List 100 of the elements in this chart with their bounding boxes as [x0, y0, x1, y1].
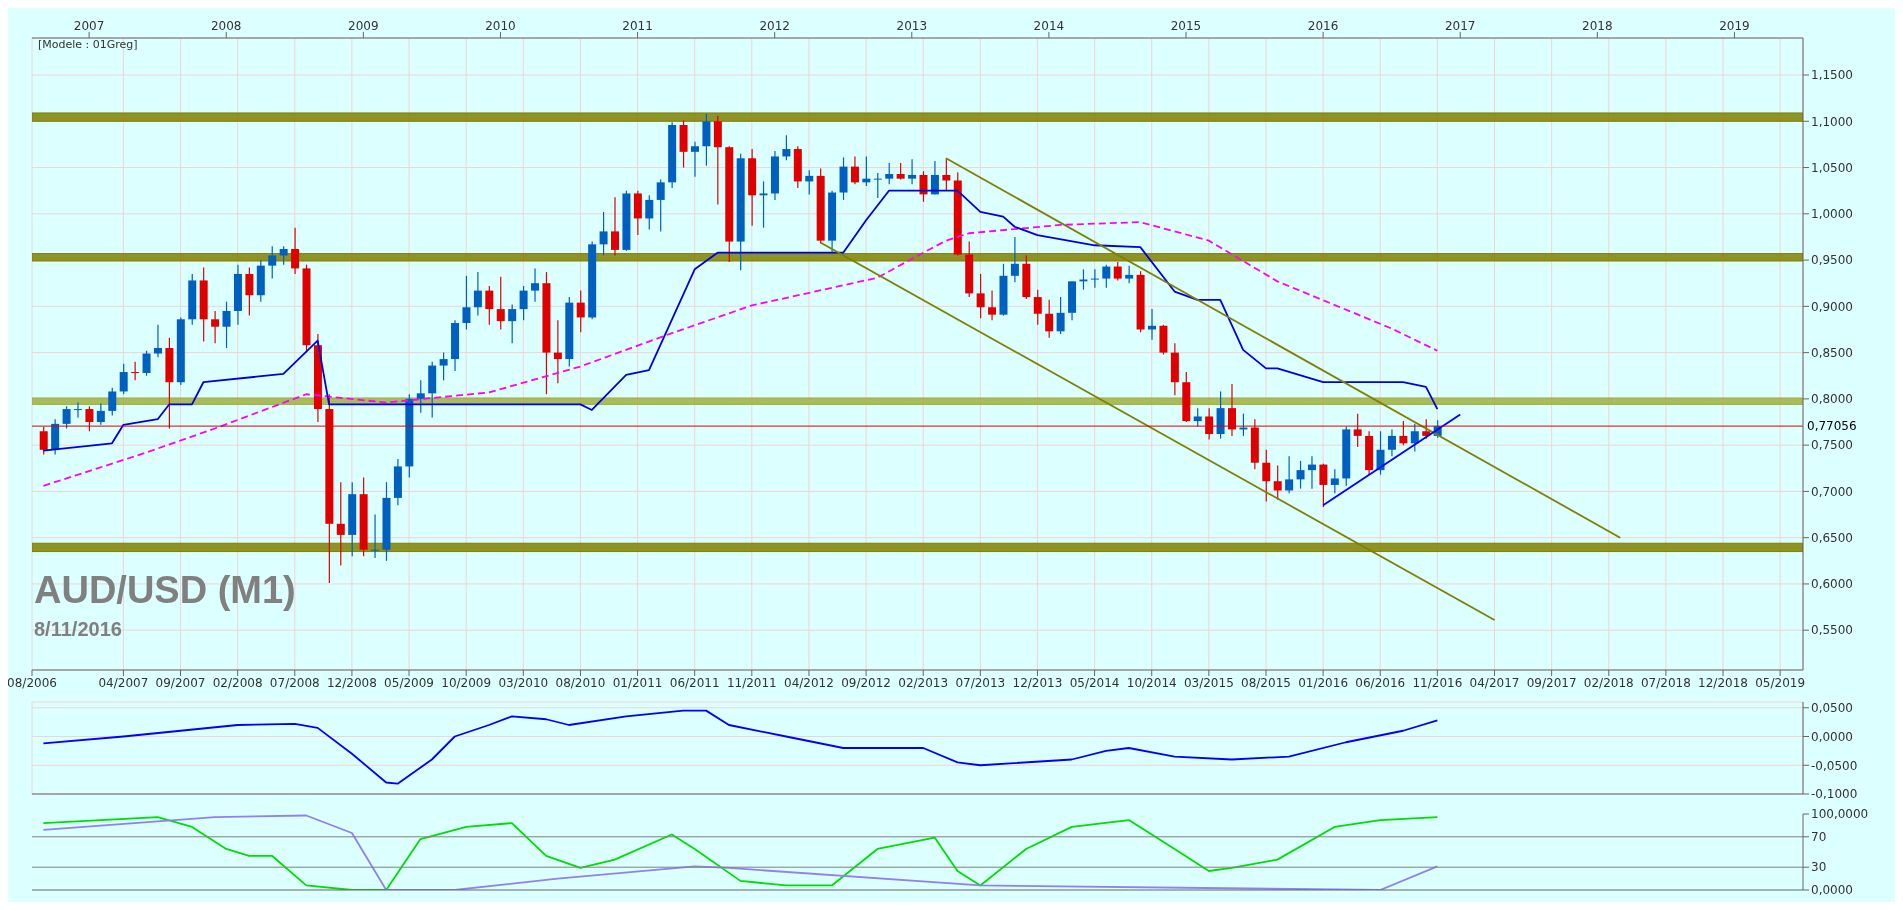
y-tick-label: 0,6000	[1811, 577, 1853, 592]
candlestick	[291, 227, 300, 275]
x-tick-label: 06/2016	[1355, 675, 1406, 690]
candlestick	[1033, 289, 1042, 326]
y-tick-label: 0,7000	[1811, 484, 1853, 499]
candlestick	[1410, 423, 1419, 453]
y-tick-label: 0,0000	[1811, 729, 1853, 744]
y-tick-label: 70	[1811, 830, 1827, 845]
x-tick-label: 10/2014	[1126, 675, 1177, 690]
y-tick-label: -0,1000	[1811, 787, 1858, 802]
x-tick-label: 09/2017	[1526, 675, 1577, 690]
text: AUD/USD (M1)	[34, 569, 296, 612]
y-tick-label: 0,0500	[1811, 701, 1853, 716]
candlestick	[1102, 264, 1111, 289]
x-tick-label: 05/2014	[1069, 675, 1120, 690]
x-tick-label: 07/2018	[1640, 675, 1691, 690]
x-tick-label: 07/2008	[269, 675, 320, 690]
x-tick-label: 11/2016	[1412, 675, 1463, 690]
candlestick	[268, 245, 277, 280]
candlestick	[690, 141, 699, 178]
x-tick-label: 01/2011	[612, 675, 663, 690]
candlestick	[782, 134, 791, 161]
candlestick	[576, 290, 585, 333]
y-tick-label: 0,8000	[1811, 392, 1853, 407]
candlestick	[222, 301, 231, 349]
x-tick-label: 05/2009	[384, 675, 434, 690]
y-tick-label: 1,0500	[1811, 160, 1853, 175]
candlestick	[873, 172, 882, 199]
x-tick-label: 02/2013	[898, 675, 949, 690]
candlestick	[211, 310, 220, 344]
x-tick-label: 06/2011	[669, 675, 720, 690]
candlestick	[131, 361, 140, 381]
x-tick-label: 08/2006	[7, 675, 57, 690]
candlestick	[942, 157, 951, 192]
y-tick-label: 0,7500	[1811, 438, 1853, 453]
x-tick-label: 04/2007	[98, 675, 149, 690]
x2-tick-label: 2011	[622, 19, 653, 33]
candlestick	[496, 276, 505, 331]
candlestick	[62, 405, 71, 430]
y-tick-label: 0,9500	[1811, 253, 1853, 268]
candlestick	[1193, 407, 1202, 428]
y-tick-label: 0,5500	[1811, 623, 1853, 638]
annotation: [Modele : 01Greg]	[38, 38, 138, 51]
candlestick	[73, 401, 82, 418]
candlestick	[759, 180, 768, 229]
candlestick	[96, 402, 105, 426]
candlestick	[119, 363, 128, 395]
candlestick	[645, 194, 654, 231]
x-tick-label: 08/2010	[555, 675, 606, 690]
candlestick	[1045, 299, 1054, 339]
candlestick	[1296, 460, 1305, 490]
candlestick	[885, 162, 894, 185]
x2-tick-label: 2009	[348, 19, 379, 33]
candlestick	[519, 285, 528, 321]
candlestick	[611, 196, 619, 257]
y-tick-label: 0,8500	[1811, 345, 1853, 360]
x2-tick-label: 2010	[485, 19, 516, 33]
y-tick-label: 0,9000	[1811, 299, 1853, 314]
candlestick	[1090, 268, 1099, 289]
candlestick	[462, 275, 471, 331]
x-tick-label: 12/2013	[1012, 675, 1063, 690]
candlestick	[553, 319, 562, 384]
candlestick	[508, 303, 517, 344]
candlestick	[416, 379, 425, 414]
x2-tick-label: 2015	[1170, 19, 1202, 33]
x-tick-label: 03/2010	[498, 675, 549, 690]
y-tick-label: 1,1000	[1811, 114, 1853, 129]
x-tick-label: 03/2015	[1183, 675, 1234, 690]
y-tick-label: 30	[1811, 860, 1827, 875]
candlestick	[1307, 455, 1316, 490]
x-tick-label: 04/2012	[784, 675, 834, 690]
y-tick-label: 1,1500	[1811, 68, 1853, 83]
x2-tick-label: 2013	[896, 19, 928, 33]
x-tick-label: 04/2017	[1469, 675, 1520, 690]
candlestick	[656, 178, 665, 232]
candlestick	[439, 352, 448, 381]
y-tick-label: 0,0000	[1811, 883, 1853, 898]
x-tick-label: 11/2011	[726, 675, 777, 690]
candlestick	[988, 290, 997, 321]
x2-tick-label: 2012	[759, 19, 790, 33]
x2-tick-label: 2018	[1582, 19, 1613, 33]
candlestick	[976, 273, 985, 319]
candlestick	[531, 267, 540, 303]
candlestick	[485, 285, 494, 326]
candlestick	[599, 211, 608, 257]
candlestick	[279, 245, 288, 266]
x-tick-label: 12/2008	[326, 675, 377, 690]
x-tick-label: 12/2018	[1698, 675, 1748, 690]
y-tick-label: 1,0000	[1811, 207, 1853, 222]
x-tick-label: 07/2013	[955, 675, 1006, 690]
candlestick	[1285, 455, 1294, 494]
candlestick	[473, 271, 482, 317]
x-tick-label: 09/2012	[841, 675, 892, 690]
candlestick	[371, 513, 380, 559]
candlestick	[245, 266, 254, 317]
candlestick	[1056, 296, 1065, 335]
x-tick-label: 02/2008	[212, 675, 263, 690]
candlestick	[153, 324, 162, 358]
candlestick	[108, 387, 117, 417]
x2-tick-label: 2017	[1444, 19, 1476, 33]
